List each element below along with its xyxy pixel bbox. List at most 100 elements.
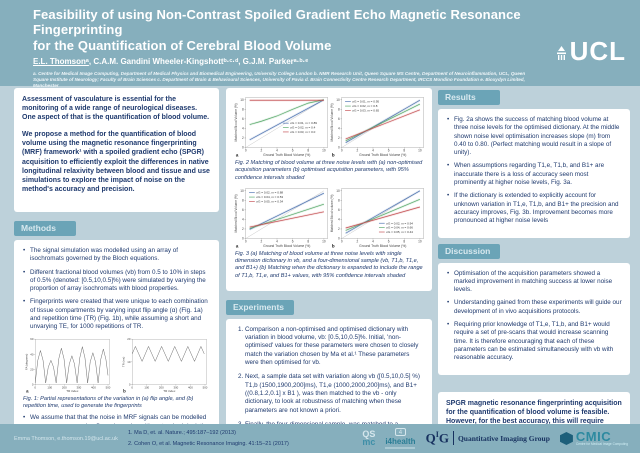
svg-text:Matched Blood Volume (%): Matched Blood Volume (%) — [330, 103, 334, 141]
poster-title: Feasibility of using Non-Contrast Spoile… — [33, 7, 560, 53]
svg-text:σG = 0.02, m = 0.94: σG = 0.02, m = 0.94 — [386, 221, 413, 225]
cmic-hexagon-icon — [559, 432, 573, 445]
svg-text:8: 8 — [307, 149, 309, 153]
svg-text:6: 6 — [338, 117, 340, 121]
list-item: 2. Cohen O, et al. Magnetic Resonance Im… — [128, 440, 289, 447]
svg-text:10: 10 — [418, 149, 422, 153]
footer-logos: QS mc 4 i4health QIG Quantitative Imagin… — [333, 428, 640, 449]
list-item: Understanding gained from these experime… — [446, 299, 622, 316]
svg-text:200: 200 — [159, 385, 164, 389]
results-section-header: Results — [438, 90, 500, 105]
fig3a-chart: 0 2 4 6 8 10 0 2 4 6 8 10 Ground Truth Blood Volume … — [234, 186, 330, 249]
svg-text:b: b — [332, 153, 335, 158]
svg-text:6: 6 — [242, 117, 244, 121]
ucl-logo-text: UCL — [569, 36, 626, 66]
svg-text:σG = 0.01, m = 0.89: σG = 0.01, m = 0.89 — [290, 121, 317, 125]
svg-text:0: 0 — [32, 382, 34, 386]
svg-text:4: 4 — [338, 217, 340, 221]
figure-3: 0 2 4 6 8 10 0 2 4 6 8 10 Ground Truth Blood Volume … — [234, 186, 424, 249]
svg-text:10: 10 — [322, 149, 326, 153]
list-item: 1. Ma D, et. al. Nature.; 495:187–192 (2… — [128, 430, 236, 437]
svg-text:TR index: TR index — [163, 389, 176, 393]
qig-logo-text: Quantitative Imaging Group — [457, 433, 550, 443]
svg-text:10: 10 — [322, 239, 326, 243]
list-item: If the dictionary is extended to explici… — [446, 192, 622, 225]
svg-text:0: 0 — [131, 385, 133, 389]
list-item: Different fractional blood volumes (vb) … — [22, 269, 211, 294]
svg-text:10: 10 — [336, 98, 340, 102]
list-item: Fig. 2a shows the success of matching bl… — [446, 116, 622, 157]
list-item: Requiring prior knowledge of T1,e, T1,b,… — [446, 321, 622, 362]
methods-section-header: Methods — [14, 221, 76, 236]
svg-text:4: 4 — [338, 127, 340, 131]
svg-text:0: 0 — [242, 146, 244, 150]
svg-text:Matched Blood volume (%): Matched Blood volume (%) — [330, 194, 334, 232]
cmic-logo: CMIC Centre for Medical Image Computing — [559, 430, 628, 446]
svg-text:10: 10 — [240, 189, 244, 193]
svg-text:0: 0 — [34, 385, 36, 389]
qig-logo: QIG Quantitative Imaging Group — [426, 430, 550, 446]
svg-text:σG = 0.03, m = 0.0: σG = 0.03, m = 0.0 — [290, 130, 316, 134]
svg-text:2: 2 — [356, 239, 358, 243]
svg-text:4: 4 — [276, 149, 278, 153]
qig-divider — [452, 431, 454, 446]
qsmc-logo-line2: mc — [362, 436, 376, 447]
i4health-logo: 4 i4health — [385, 428, 416, 449]
svg-text:4: 4 — [372, 239, 374, 243]
svg-text:500: 500 — [203, 385, 208, 389]
left-column: Assessment of vasculature is essential f… — [14, 88, 219, 453]
svg-text:σG = 0.05, m = 0.34: σG = 0.05, m = 0.34 — [256, 199, 283, 203]
svg-text:σG = 0.01, m = 0.95: σG = 0.01, m = 0.95 — [352, 100, 379, 104]
svg-text:8: 8 — [403, 239, 405, 243]
middle-column: 0 2 4 6 8 10 0 2 4 6 8 10 Ground Truth Blood Volume … — [226, 88, 432, 453]
i4health-logo-text: i4health — [385, 437, 416, 446]
coauthors: , C.A.M. Gandini Wheeler-Kingshottᵇ·ᶜ·ᵈ,… — [88, 56, 309, 66]
fig3b-chart: 0 2 4 6 8 10 0 2 4 6 8 10 Ground Truth Blood Volume … — [330, 186, 426, 249]
fig2b-chart: 0 2 4 6 8 10 0 2 4 6 8 10 Ground Truth Blood Volume … — [330, 95, 426, 158]
svg-text:a: a — [26, 388, 29, 393]
svg-text:σG = 0.03, m = 0.65: σG = 0.03, m = 0.65 — [352, 109, 379, 113]
fig2a-chart: 0 2 4 6 8 10 0 2 4 6 8 10 Ground Truth Blood Volume … — [234, 95, 330, 158]
svg-text:6: 6 — [292, 149, 294, 153]
svg-text:2: 2 — [338, 136, 340, 140]
svg-text:10: 10 — [240, 98, 244, 102]
svg-text:2: 2 — [242, 227, 244, 231]
svg-text:4: 4 — [276, 239, 278, 243]
svg-text:8: 8 — [242, 107, 244, 111]
svg-text:60: 60 — [30, 337, 34, 341]
svg-text:400: 400 — [188, 385, 193, 389]
svg-text:0: 0 — [245, 149, 247, 153]
right-column: Results Fig. 2a shows the success of mat… — [438, 87, 630, 453]
figures-card: 0 2 4 6 8 10 0 2 4 6 8 10 Ground Truth Blood Volume … — [226, 88, 432, 291]
svg-text:a: a — [236, 154, 239, 158]
svg-text:4: 4 — [372, 149, 374, 153]
title-line2: for the Quantification of Cerebral Blood… — [33, 37, 332, 53]
qsmc-logo-line1: QS — [362, 429, 376, 440]
svg-text:Matched Blood Volume (%): Matched Blood Volume (%) — [234, 103, 238, 141]
intro-paragraph-2: We propose a method for the quantificati… — [22, 131, 210, 193]
svg-text:2: 2 — [260, 239, 262, 243]
contact-email: Emma Thomson, e.thomson.19@ucl.ac.uk — [14, 435, 118, 442]
svg-text:FA (degrees): FA (degrees) — [24, 353, 28, 369]
svg-text:300: 300 — [173, 385, 178, 389]
discussion-section-header: Discussion — [438, 243, 501, 259]
svg-text:0: 0 — [341, 149, 343, 153]
discussion-bullets: Optimisation of the acquisition paramete… — [446, 270, 622, 363]
methods-bullets: The signal simulation was modelled using… — [22, 247, 211, 332]
qsmc-logo: QS mc — [362, 429, 376, 447]
svg-text:b: b — [332, 243, 335, 248]
svg-text:6: 6 — [388, 239, 390, 243]
list-item: Comparison a non-optimised and optimised… — [245, 326, 424, 367]
svg-text:TR (ms): TR (ms) — [121, 356, 125, 366]
svg-text:a: a — [236, 244, 239, 248]
affiliations: a. Centre for Medical Image Computing, D… — [33, 70, 526, 89]
svg-text:100: 100 — [47, 385, 52, 389]
svg-text:0: 0 — [129, 382, 131, 386]
svg-text:10: 10 — [336, 189, 340, 193]
svg-text:6: 6 — [338, 208, 340, 212]
references: 1. Ma D, et. al. Nature.; 495:187–192 (2… — [128, 428, 333, 449]
svg-text:2: 2 — [242, 136, 244, 140]
svg-text:400: 400 — [91, 385, 96, 389]
experiments-section-header: Experiments — [226, 299, 295, 315]
fig3-caption: Fig. 3 (a) Matching of blood volume at t… — [235, 250, 423, 279]
